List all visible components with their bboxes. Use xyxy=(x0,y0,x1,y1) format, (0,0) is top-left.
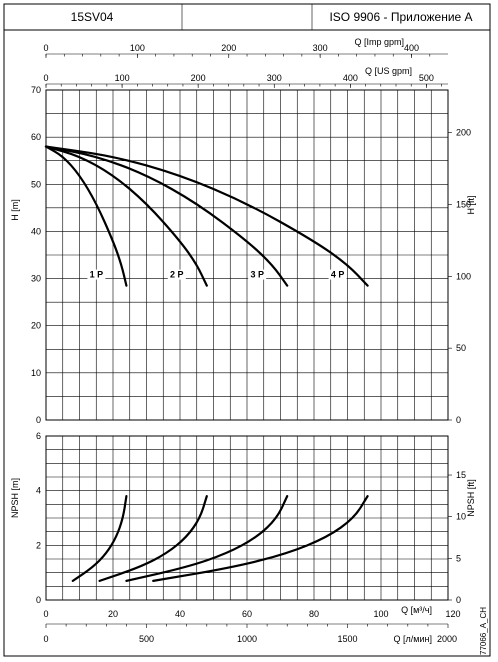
q-lmin-tick-label: 2000 xyxy=(437,634,457,644)
imp-gpm-tick-label: 100 xyxy=(130,43,145,53)
head-y-tick-label: 20 xyxy=(31,321,41,331)
npsh-y-axis-label: NPSH [m] xyxy=(10,478,20,518)
us-gpm-tick-label: 300 xyxy=(267,73,282,83)
q-lmin-tick-label: 500 xyxy=(139,634,154,644)
head-ft-tick-label: 100 xyxy=(456,271,471,281)
head-y-tick-label: 70 xyxy=(31,85,41,95)
curve-label: 4 P xyxy=(331,270,345,280)
head-ft-tick-label: 150 xyxy=(456,199,471,209)
q-m3h-tick-label: 20 xyxy=(108,609,118,619)
us-gpm-tick-label: 100 xyxy=(115,73,130,83)
head-y-tick-label: 10 xyxy=(31,368,41,378)
npsh-curve-3 xyxy=(125,495,289,582)
head-ft-tick-label: 0 xyxy=(456,415,461,425)
us-gpm-tick-label: 0 xyxy=(43,73,48,83)
q-m3h-axis-label: Q [м³/ч] xyxy=(401,605,432,615)
curve-label: 2 P xyxy=(170,270,184,280)
imp-gpm-tick-label: 300 xyxy=(313,43,328,53)
imp-gpm-tick-label: 400 xyxy=(404,43,419,53)
q-m3h-tick-label: 40 xyxy=(175,609,185,619)
outer-frame xyxy=(3,29,491,657)
q-m3h-tick-label: 0 xyxy=(43,609,48,619)
curve-label-bg xyxy=(248,269,267,280)
head-y-axis-label: H [m] xyxy=(10,199,20,221)
drawing-code: 77066_A_CH xyxy=(479,607,488,655)
head-y-tick-label: 30 xyxy=(31,274,41,284)
us-gpm-tick-label: 500 xyxy=(419,73,434,83)
npsh-curve-4 xyxy=(152,495,369,582)
npsh-curve-1 xyxy=(71,495,128,582)
head-y-tick-label: 0 xyxy=(36,415,41,425)
head-curve-4p xyxy=(44,145,369,287)
imp-gpm-tick-label: 200 xyxy=(221,43,236,53)
npsh-ft-tick-label: 15 xyxy=(456,470,466,480)
plot-frame xyxy=(45,435,449,601)
head-ft-tick-label: 200 xyxy=(456,128,471,138)
npsh-y-tick-label: 6 xyxy=(36,431,41,441)
q-lmin-tick-label: 1000 xyxy=(237,634,257,644)
head-y-tick-label: 60 xyxy=(31,132,41,142)
model-name: 15SV04 xyxy=(71,10,114,24)
q-m3h-tick-label: 60 xyxy=(242,609,252,619)
npsh-ft-tick-label: 0 xyxy=(456,595,461,605)
us-gpm-tick-label: 400 xyxy=(343,73,358,83)
npsh-y-tick-label: 4 xyxy=(36,486,41,496)
curve-label: 3 P xyxy=(250,270,264,280)
curve-label: 1 P xyxy=(90,270,104,280)
q-lmin-tick-label: 0 xyxy=(43,634,48,644)
npsh-curve-2 xyxy=(98,495,208,582)
head-y2-axis-label: H [ft] xyxy=(466,195,476,214)
curve-label-bg xyxy=(167,269,186,280)
standard-label: ISO 9906 - Приложение A xyxy=(329,10,472,24)
head-curve-1p xyxy=(44,145,128,287)
head-ft-tick-label: 50 xyxy=(456,343,466,353)
us-gpm-tick-label: 200 xyxy=(191,73,206,83)
curve-label-bg xyxy=(328,269,347,280)
imp-gpm-tick-label: 0 xyxy=(43,43,48,53)
q-lmin-axis-label: Q [л/мин] xyxy=(394,634,432,644)
npsh-ft-tick-label: 5 xyxy=(456,553,461,563)
imp-gpm-axis-label: Q [Imp gpm] xyxy=(354,37,404,47)
q-m3h-tick-label: 120 xyxy=(445,609,460,619)
plot-frame xyxy=(45,89,449,421)
head-curve-2p xyxy=(44,145,208,287)
header: 15SV04 ISO 9906 - Приложение A xyxy=(3,3,491,31)
npsh-y-tick-label: 0 xyxy=(36,595,41,605)
head-curve-3p xyxy=(44,145,289,287)
head-y-tick-label: 50 xyxy=(31,179,41,189)
npsh-y-tick-label: 2 xyxy=(36,540,41,550)
q-lmin-tick-label: 1500 xyxy=(337,634,357,644)
q-m3h-tick-label: 80 xyxy=(309,609,319,619)
npsh-ft-tick-label: 10 xyxy=(456,512,466,522)
curve-label-bg xyxy=(87,269,106,280)
npsh-y2-axis-label: NPSH [ft] xyxy=(466,479,476,517)
us-gpm-axis-label: Q [US gpm] xyxy=(365,66,412,76)
head-y-tick-label: 40 xyxy=(31,226,41,236)
q-m3h-tick-label: 100 xyxy=(373,609,388,619)
